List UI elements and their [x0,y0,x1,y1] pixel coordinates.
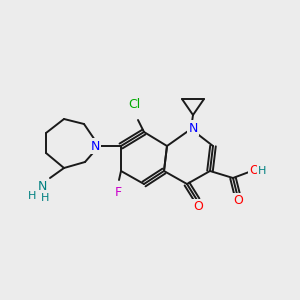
Text: H: H [258,166,266,176]
Text: O: O [249,164,259,178]
Text: H: H [28,191,36,201]
Text: Cl: Cl [128,98,140,112]
Text: N: N [90,140,100,152]
Text: N: N [37,179,47,193]
Text: O: O [233,194,243,208]
Text: H: H [41,193,49,203]
Text: F: F [114,187,122,200]
Text: N: N [188,122,198,134]
Text: O: O [193,200,203,214]
